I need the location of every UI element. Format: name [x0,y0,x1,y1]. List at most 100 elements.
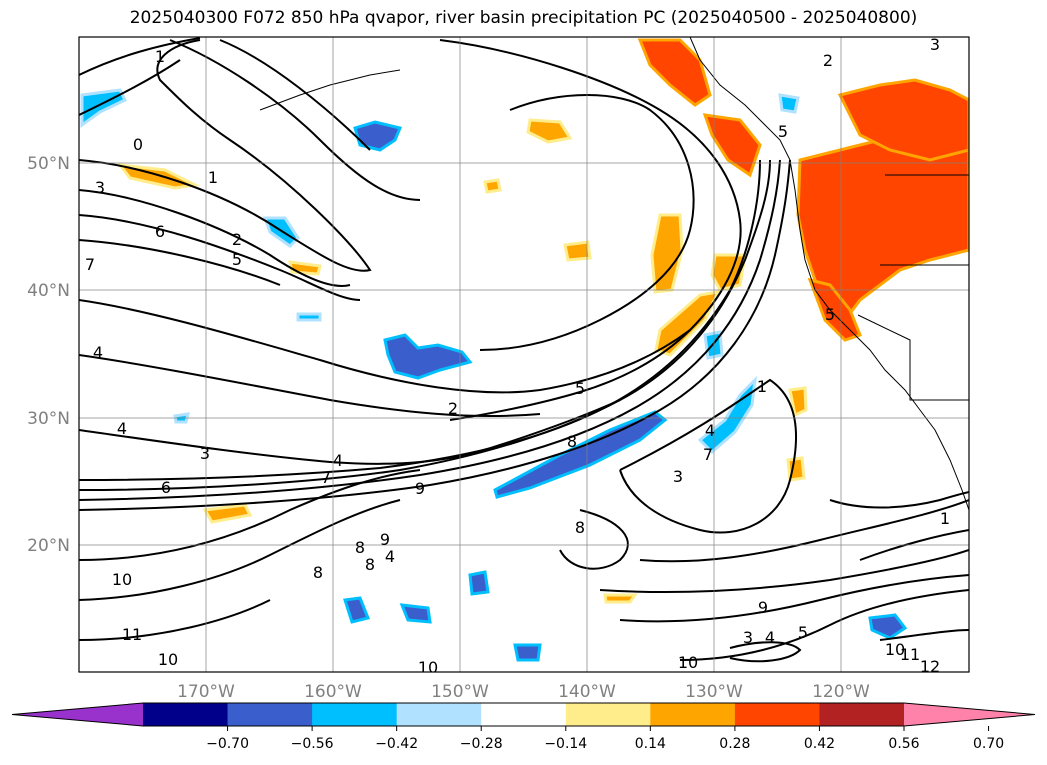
lat-label: 50°N [27,154,70,174]
contour-label: 4 [705,421,715,440]
contour-label: 9 [380,530,390,549]
lon-label: 140°W [558,682,616,702]
colorbar-extend-min [12,703,143,726]
colorbar-tick-label: 0.56 [888,736,919,752]
anomaly-positive-region [837,78,969,162]
anomaly-positive-region [702,113,762,178]
map-frame [78,36,970,673]
contour-label: 4 [765,628,775,647]
colorbar-swatch [227,703,313,726]
contour-label: 4 [333,451,343,470]
contour-label: 9 [415,479,425,498]
graticule [79,37,969,672]
contour-label: 3 [743,628,753,647]
colorbar-tick-label: 0.14 [635,736,666,752]
contour-label: 12 [920,657,940,676]
contour-label: 11 [900,645,920,664]
lat-label: 30°N [27,409,70,429]
contour-label: 2 [448,399,458,418]
anomaly-negative-region [513,643,542,662]
contour-label: 8 [567,432,577,451]
lon-label: 120°W [812,682,870,702]
qvapor-contours [79,37,969,663]
colorbar-swatch [565,703,651,726]
colorbar-tick-label: −0.70 [206,736,249,752]
contour-label: 5 [575,379,585,398]
colorbar-extend-max [904,703,1035,726]
anomaly-negative-region [80,88,128,128]
lon-label: 150°W [431,682,489,702]
contour-label: 8 [575,518,585,537]
contour-label: 10 [158,650,178,669]
contour-label: 5 [798,623,808,642]
contour-label: 10 [418,658,438,677]
colorbar-swatch [481,703,567,726]
anomaly-negative-region [778,93,800,114]
contour-label: 4 [385,547,395,566]
colorbar-tick-label: 0.42 [804,736,835,752]
contour-label: 3 [200,444,210,463]
contour-label: 2 [232,230,242,249]
colorbar: −0.70 −0.56 −0.42 −0.28 −0.14 0.14 0.28 0.42 0.5… [11,702,1036,752]
anomaly-negative-region [343,596,371,624]
map-background [79,37,969,672]
contour-label: 4 [117,419,127,438]
lat-label: 20°N [27,536,70,556]
latitude-labels: 50°N 40°N 30°N 20°N [27,154,70,556]
anomaly-positive-region [483,178,502,194]
lon-label: 160°W [304,682,362,702]
contour-label: 7 [321,468,331,487]
colorbar-swatch [396,703,482,726]
contour-label: 8 [355,538,365,557]
anomaly-positive-region [807,277,862,342]
contour-label: 4 [93,343,103,362]
colorbar-tick-label: −0.28 [460,736,503,752]
contour-label: 5 [825,305,835,324]
anomaly-negative-region [353,120,403,152]
anomaly-positive-region [710,253,747,292]
colorbar-tick-label: 0.28 [719,736,750,752]
lon-label: 130°W [685,682,743,702]
colorbar-swatch [734,703,820,726]
colorbar-tick-label: −0.56 [291,736,334,752]
contour-label: 6 [161,478,171,497]
anomaly-positive-region [788,386,808,418]
contour-label: 10 [678,653,698,672]
chart-title: 2025040300 F072 850 hPa qvapor, river ba… [129,8,918,28]
colorbar-tick-label: −0.14 [544,736,587,752]
contour-label: 5 [778,122,788,141]
contour-label: 3 [930,35,940,54]
contour-labels: 1 0 3 1 6 2 5 7 4 4 3 6 2 5 4 7 9 8 8 8 … [85,35,950,677]
contour-label: 11 [122,625,142,644]
contour-label: 1 [155,47,165,66]
anomaly-negative-region [296,312,322,322]
anomaly-negative-region [399,603,432,624]
contour-label: 3 [95,178,105,197]
anomaly-positive-region [202,503,253,524]
colorbar-swatch [819,703,905,726]
anomaly-negative-region [493,410,668,499]
contour-label: 5 [232,250,242,269]
contour-label: 8 [313,563,323,582]
contour-label: 1 [208,168,218,187]
contour-label: 7 [85,255,95,274]
contour-label: 3 [673,467,683,486]
anomaly-positive-region [637,38,712,107]
colorbar-tick-label: 0.70 [973,736,1004,752]
anomaly-negative-region [868,613,908,640]
contour-label: 10 [885,640,905,659]
anomaly-positive-region [603,593,638,604]
colorbar-swatch [650,703,736,726]
longitude-labels: 170°W 160°W 150°W 140°W 130°W 120°W [177,682,870,702]
lon-label: 170°W [177,682,235,702]
contour-label: 8 [365,555,375,574]
contour-label: 6 [155,222,165,241]
anomaly-positive-region [654,290,721,357]
anomaly-positive-region [563,240,592,262]
contour-label: 0 [133,135,143,154]
contour-label: 1 [940,509,950,528]
anomaly-negative-region [468,570,490,596]
contour-label: 2 [823,51,833,70]
contour-label: 9 [758,598,768,617]
